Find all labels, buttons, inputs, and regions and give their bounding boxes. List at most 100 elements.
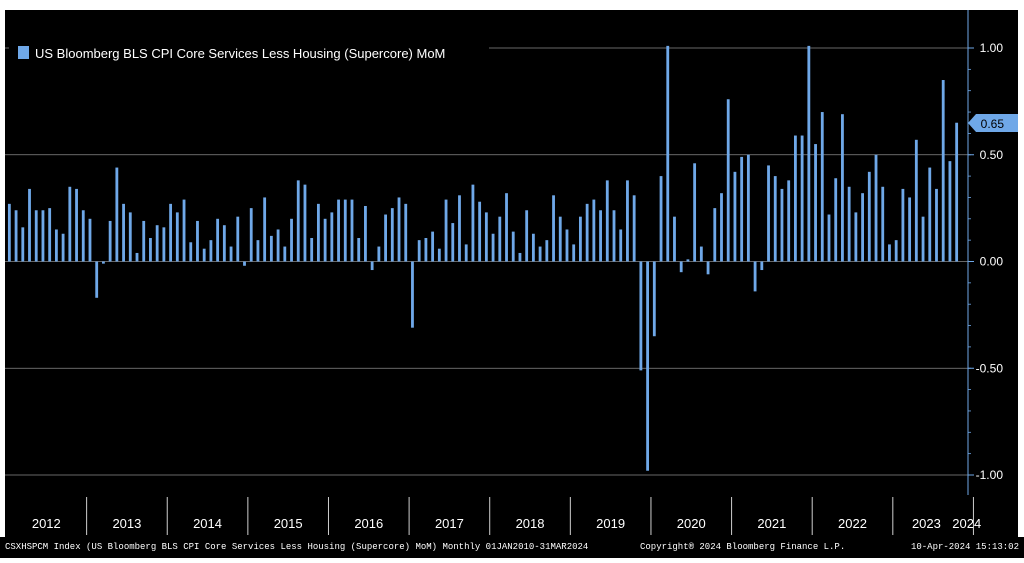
- x-tick-label: 2016: [354, 516, 383, 531]
- bar: [767, 165, 770, 262]
- bar: [565, 229, 569, 262]
- bar: [269, 235, 273, 262]
- bar: [81, 210, 85, 262]
- bar: [800, 135, 804, 262]
- bar: [626, 180, 629, 262]
- bar: [464, 244, 468, 262]
- bar: [34, 210, 38, 262]
- bar: [330, 212, 334, 262]
- bar: [605, 180, 609, 262]
- bar: [793, 135, 797, 262]
- x-tick-label: 2023: [912, 516, 941, 531]
- bar: [229, 246, 233, 262]
- bar: [196, 220, 199, 262]
- bar: [881, 186, 885, 262]
- bar: [142, 220, 146, 262]
- y-axis-panel: [968, 10, 1018, 495]
- bar: [518, 252, 522, 262]
- bar: [612, 210, 616, 262]
- bar: [787, 180, 791, 262]
- bar: [222, 225, 226, 262]
- bar: [458, 195, 461, 262]
- x-tick-label: 2022: [838, 516, 867, 531]
- bar: [471, 184, 475, 262]
- last-value-badge: [968, 114, 1018, 132]
- bar: [337, 199, 340, 262]
- y-tick-label: 0.50: [980, 148, 1004, 162]
- bar: [538, 246, 542, 262]
- bar: [417, 240, 421, 262]
- bar: [632, 195, 636, 262]
- bar: [847, 186, 851, 262]
- bar: [807, 45, 811, 262]
- legend: US Bloomberg BLS CPI Core Services Less …: [9, 40, 489, 66]
- bar: [760, 261, 764, 271]
- bar: [404, 203, 408, 262]
- bar: [935, 188, 938, 262]
- bar: [706, 261, 710, 275]
- bar: [182, 199, 186, 262]
- bar: [444, 199, 448, 262]
- bar: [673, 216, 676, 262]
- bar: [659, 176, 663, 262]
- bar: [646, 261, 650, 471]
- bar: [908, 197, 912, 262]
- bar: [888, 244, 891, 262]
- bar: [686, 259, 690, 262]
- bar: [746, 154, 750, 262]
- bar: [753, 261, 757, 292]
- bar: [666, 45, 670, 262]
- bar: [921, 216, 925, 262]
- bar: [652, 261, 656, 337]
- bar: [7, 203, 11, 262]
- bar: [310, 238, 314, 262]
- bar: [135, 252, 139, 262]
- bar: [841, 114, 844, 262]
- bar: [390, 208, 394, 262]
- bar: [169, 203, 173, 262]
- bar: [28, 188, 31, 262]
- bar: [431, 231, 435, 262]
- bar: [639, 261, 643, 371]
- bar: [511, 231, 515, 262]
- bar: [505, 193, 508, 262]
- bar: [693, 163, 697, 262]
- bar: [894, 240, 898, 262]
- bar: [122, 203, 125, 262]
- bar: [216, 218, 220, 262]
- x-tick-label: 2012: [32, 516, 61, 531]
- bar: [88, 218, 92, 262]
- bar: [357, 238, 361, 262]
- bar: [236, 216, 240, 262]
- bar: [861, 193, 864, 262]
- bar: [128, 212, 132, 262]
- bar: [303, 184, 307, 262]
- bar: [411, 261, 414, 328]
- bar: [424, 238, 428, 262]
- bar: [115, 167, 119, 262]
- x-tick-label: 2021: [757, 516, 786, 531]
- bar: [384, 214, 387, 262]
- bar: [874, 154, 878, 262]
- bar: [733, 171, 737, 262]
- bar: [249, 208, 253, 262]
- bar: [679, 261, 683, 273]
- bar: [599, 210, 602, 262]
- bar: [95, 261, 99, 298]
- bar: [149, 238, 152, 262]
- bar: [814, 144, 817, 262]
- bar: [54, 229, 58, 262]
- bar: [928, 167, 932, 262]
- bar: [350, 199, 354, 262]
- bar: [585, 203, 589, 262]
- bar: [619, 229, 623, 262]
- bar: [41, 210, 45, 262]
- bar: [102, 261, 105, 264]
- bar: [323, 218, 327, 262]
- bars: [7, 45, 959, 471]
- bar: [572, 244, 576, 262]
- bar: [827, 214, 831, 262]
- x-tick-label: 2018: [516, 516, 545, 531]
- x-tick-label: 2020: [677, 516, 706, 531]
- footer-bar: [0, 537, 1024, 558]
